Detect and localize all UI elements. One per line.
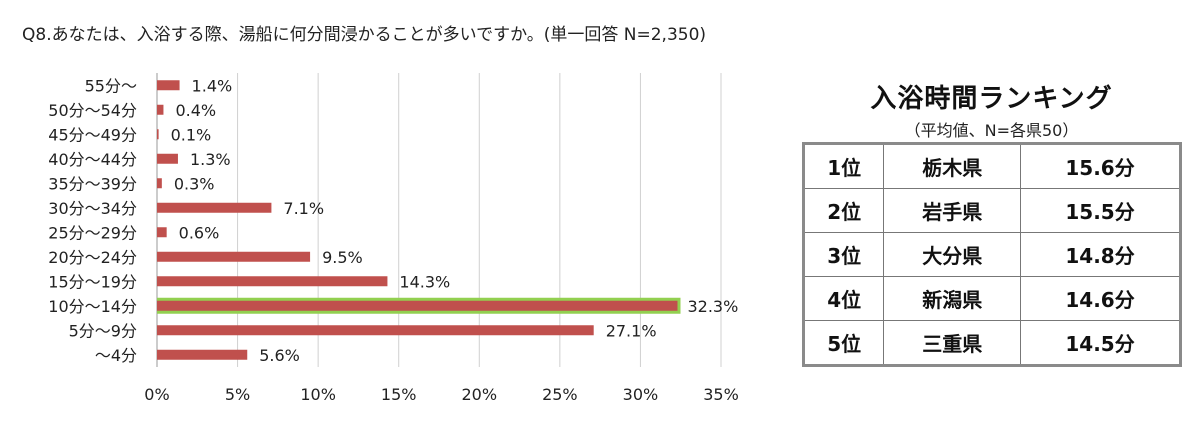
prefecture-cell: 栃木県 <box>883 143 1022 189</box>
time-cell: 15.6分 <box>1020 143 1181 189</box>
data-label: 1.3% <box>190 150 231 169</box>
ranking-row: 4位 新潟県 14.6分 <box>802 276 1181 321</box>
rank-cell: 3位 <box>802 232 885 277</box>
rank-cell: 1位 <box>802 143 885 189</box>
ranking-row: 3位 大分県 14.8分 <box>802 232 1181 277</box>
data-label: 0.4% <box>175 101 216 120</box>
prefecture-cell: 岩手県 <box>883 188 1022 233</box>
ranking-row: 5位 三重県 14.5分 <box>802 320 1181 366</box>
bar <box>157 349 248 360</box>
x-tick-label: 0% <box>144 385 169 404</box>
rank-cell: 5位 <box>802 320 885 366</box>
bar <box>157 251 311 262</box>
x-tick-label: 30% <box>623 385 659 404</box>
ranking-row: 1位 栃木県 15.6分 <box>802 143 1181 189</box>
bar <box>157 325 594 336</box>
category-label: 20分～24分 <box>48 248 137 267</box>
time-cell: 14.5分 <box>1020 320 1181 366</box>
prefecture-cell: 三重県 <box>883 320 1022 366</box>
x-tick-label: 35% <box>703 385 739 404</box>
bar <box>157 202 272 213</box>
x-tick-label: 10% <box>300 385 336 404</box>
bar <box>157 80 180 91</box>
category-label: 15分～19分 <box>48 272 137 291</box>
category-label: ～4分 <box>95 346 137 365</box>
category-label: 55分～ <box>85 76 137 95</box>
category-label: 35分～39分 <box>48 174 137 193</box>
category-label: 10分～14分 <box>48 297 137 316</box>
ranking-title: 入浴時間ランキング <box>870 84 1113 114</box>
data-label: 27.1% <box>606 321 657 340</box>
data-label: 32.3% <box>687 297 738 316</box>
data-label: 7.1% <box>283 199 324 218</box>
ranking-subtitle: （平均値、N=各県50） <box>904 121 1079 140</box>
bar <box>157 153 178 164</box>
rank-cell: 2位 <box>802 188 885 233</box>
time-cell: 14.8分 <box>1020 232 1181 277</box>
data-label: 0.6% <box>179 223 220 242</box>
category-label: 45分～49分 <box>48 125 137 144</box>
data-label: 9.5% <box>322 248 363 267</box>
data-label: 5.6% <box>259 346 300 365</box>
category-label: 40分～44分 <box>48 150 137 169</box>
prefecture-cell: 新潟県 <box>883 276 1022 321</box>
category-label: 5分～9分 <box>69 321 137 340</box>
category-label: 25分～29分 <box>48 223 137 242</box>
rank-cell: 4位 <box>802 276 885 321</box>
x-tick-label: 5% <box>225 385 250 404</box>
bar <box>157 276 388 287</box>
bar-chart: 0% 5% 10% 15% 20% 25% 30% 35% 55分～ 1.4% 50分～54分 0.4… <box>48 73 739 404</box>
question-title: Q8.あなたは、入浴する際、湯船に何分間浸かることが多いですか。(単一回答 N=… <box>22 25 707 45</box>
time-cell: 15.5分 <box>1020 188 1181 233</box>
bar <box>157 129 159 140</box>
data-label: 14.3% <box>399 272 450 291</box>
x-tick-label: 25% <box>542 385 578 404</box>
data-label: 1.4% <box>192 76 233 95</box>
bar <box>157 104 164 115</box>
ranking-table: 1位 栃木県 15.6分 2位 岩手県 15.5分 3位 大分県 14.8分 4… <box>802 142 1182 367</box>
category-label: 50分～54分 <box>48 101 137 120</box>
x-tick-label: 20% <box>462 385 498 404</box>
data-label: 0.1% <box>171 125 212 144</box>
time-cell: 14.6分 <box>1020 276 1181 321</box>
category-label: 30分～34分 <box>48 199 137 218</box>
bar <box>157 227 167 238</box>
bar <box>157 300 678 311</box>
ranking-row: 2位 岩手県 15.5分 <box>802 188 1181 233</box>
x-tick-label: 15% <box>381 385 417 404</box>
data-label: 0.3% <box>174 174 215 193</box>
bar <box>157 178 162 189</box>
prefecture-cell: 大分県 <box>883 232 1022 277</box>
